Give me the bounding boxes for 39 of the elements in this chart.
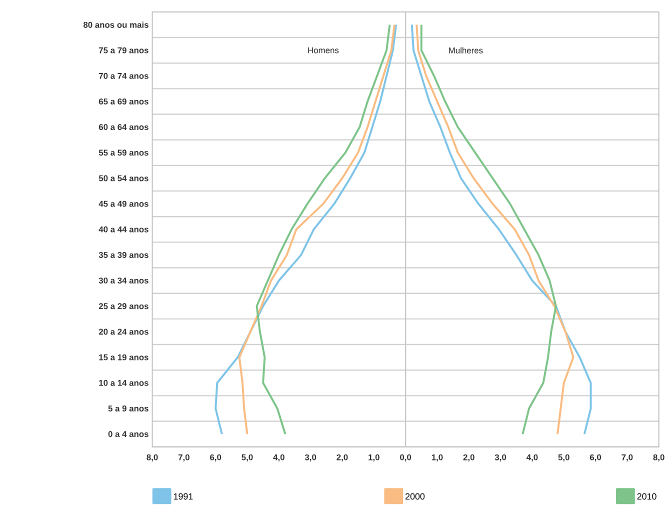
legend-label: 2010 — [637, 493, 656, 500]
y-tick-label: 60 a 64 anos — [98, 124, 148, 130]
y-tick-label: 75 a 79 anos — [99, 47, 148, 54]
y-tick-label: 10 a 14 anos — [99, 380, 148, 386]
y-tick-label: 55 a 59 anos — [98, 149, 148, 156]
y-tick-label: 40 a 44 anos — [98, 226, 148, 232]
x-tick-label: 2,0 — [463, 454, 474, 462]
y-tick-label: 35 a 39 anos — [98, 252, 148, 258]
x-tick-label: 6,0 — [210, 454, 222, 462]
x-tick-label: 2,0 — [336, 454, 348, 462]
x-tick-label: 3,0 — [494, 454, 506, 462]
x-tick-label: 4,0 — [273, 454, 284, 462]
y-tick-label: 70 a 74 anos — [99, 72, 148, 79]
y-tick-label: 25 a 29 anos — [98, 302, 148, 309]
x-tick-label: 0,0 — [400, 454, 412, 462]
y-tick-label: 80 anos ou mais — [83, 21, 148, 28]
y-tick-label: 50 a 54 anos — [98, 175, 148, 181]
annotation: Mulheres — [449, 46, 483, 54]
x-tick-label: 5,0 — [558, 454, 570, 462]
y-tick-label: 65 a 69 anos — [98, 98, 148, 104]
x-tick-label: 4,0 — [526, 454, 538, 462]
y-tick-label: 20 a 24 anos — [98, 328, 148, 334]
y-tick-label: 5 a 9 anos — [108, 405, 148, 412]
x-tick-label: 7,0 — [178, 454, 190, 462]
legend-label: 1991 — [174, 493, 193, 500]
y-tick-label: 15 a 19 anos — [99, 354, 148, 360]
x-tick-label: 8,0 — [653, 454, 664, 462]
x-tick-label: 3,0 — [304, 454, 316, 462]
y-tick-label: 0 a 4 anos — [108, 430, 148, 437]
x-tick-label: 5,0 — [242, 454, 253, 462]
x-tick-label: 6,0 — [590, 454, 602, 462]
x-tick-label: 1,0 — [368, 454, 380, 462]
y-tick-label: 30 a 34 anos — [98, 277, 148, 284]
legend-label: 2000 — [406, 493, 425, 500]
annotation: Homens — [308, 47, 339, 54]
x-tick-label: 7,0 — [622, 454, 633, 462]
x-tick-label: 1,0 — [432, 454, 443, 462]
y-tick-label: 45 a 49 anos — [98, 200, 148, 207]
x-tick-label: 8,0 — [146, 454, 158, 462]
